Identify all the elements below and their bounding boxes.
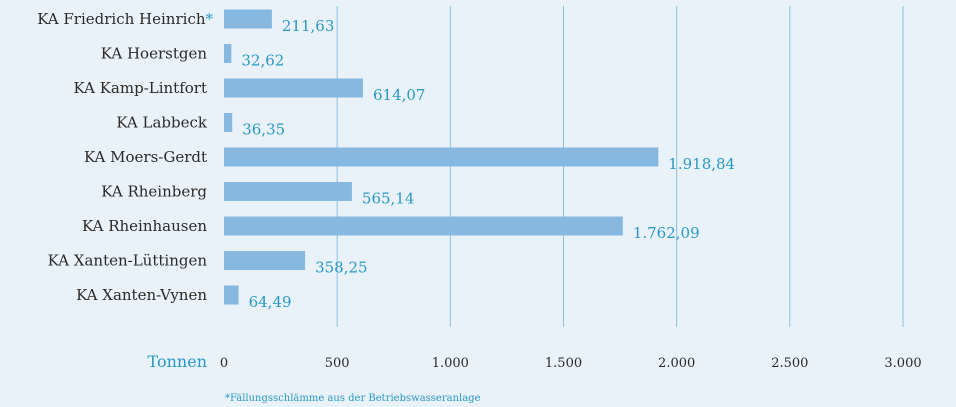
x-tick-labels: 0 500 1.000 1.500 2.000 2.500 3.000: [220, 356, 922, 371]
category-labels: KA Friedrich Heinrich* KA Hoerstgen KA Kam…: [37, 10, 213, 304]
value-labels: 211,63 32,62 614,07 36,35 1.918,84 565,14 1.76…: [241, 17, 735, 311]
x-tick-label: 2.500: [771, 356, 808, 371]
footnote: *Fällungsschlämme aus der Betriebswasser…: [225, 393, 481, 404]
category-label: KA Xanten-Vynen: [76, 286, 207, 304]
x-tick-label: 1.500: [545, 356, 582, 371]
bar: [224, 147, 659, 167]
bar: [224, 9, 272, 29]
bars: [224, 9, 659, 305]
bar: [224, 44, 232, 63]
value-label: 1.762,09: [633, 224, 700, 242]
category-label: KA Rheinberg: [101, 183, 207, 201]
bar: [224, 78, 363, 98]
value-label: 358,25: [315, 259, 368, 277]
bar: [224, 251, 306, 270]
x-tick-label: 2.000: [658, 356, 695, 371]
bar: [224, 113, 233, 132]
x-tick-label: 3.000: [884, 356, 921, 371]
value-label: 36,35: [242, 121, 285, 139]
x-tick-label: 500: [325, 356, 350, 371]
x-axis-title: Tonnen: [148, 352, 207, 371]
value-label: 211,63: [282, 17, 335, 35]
value-label: 64,49: [249, 293, 292, 311]
value-label: 1.918,84: [668, 155, 735, 173]
category-label: KA Moers-Gerdt: [84, 148, 207, 166]
value-label: 614,07: [373, 86, 426, 104]
bar: [224, 182, 352, 201]
bar: [224, 216, 623, 236]
category-label: KA Kamp-Lintfort: [74, 79, 207, 97]
category-label: KA Xanten-Lüttingen: [48, 252, 208, 270]
category-label: KA Hoerstgen: [101, 45, 208, 63]
value-label: 565,14: [362, 190, 415, 208]
category-label: KA Rheinhausen: [82, 217, 207, 235]
x-tick-label: 1.000: [432, 356, 469, 371]
x-tick-label: 0: [220, 356, 228, 371]
bar: [224, 285, 239, 305]
category-label: KA Friedrich Heinrich*: [37, 10, 213, 28]
value-label: 32,62: [241, 52, 284, 70]
category-label: KA Labbeck: [116, 114, 208, 132]
